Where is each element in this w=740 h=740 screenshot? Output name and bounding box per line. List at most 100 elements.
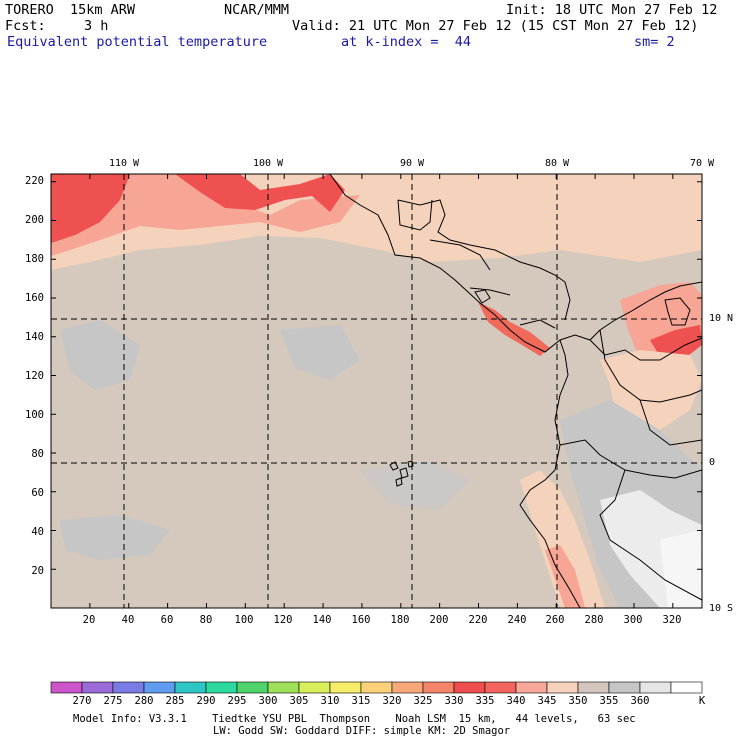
y-tick-140: 140 — [25, 331, 44, 343]
level-label: at k-index = 44 — [341, 34, 472, 50]
y-tick-120: 120 — [25, 370, 44, 382]
field-name: Equivalent potential temperature — [7, 34, 268, 50]
colorbar-level-label: 320 — [382, 695, 402, 707]
border-guatemala — [397, 199, 433, 231]
x-tick-200: 200 — [429, 614, 449, 626]
cool-patch-south-center — [360, 460, 470, 510]
coastlines — [329, 174, 702, 608]
colorbar-level-label: 300 — [258, 695, 278, 707]
colorbar-swatch — [546, 681, 579, 694]
colorbar-level-label: 275 — [103, 695, 123, 707]
model-info: Model Info: V3.3.1 Tiedtke YSU PBL Thomp… — [73, 713, 636, 725]
colorbar-level-label: 350 — [568, 695, 588, 707]
lon-label-70w: 70 W — [689, 158, 715, 169]
x-tick-120: 120 — [273, 614, 293, 626]
x-tick-140: 140 — [312, 614, 332, 626]
colorbar-swatch — [670, 681, 703, 694]
colorbar-level-label: 325 — [413, 695, 433, 707]
center-label: NCAR/MMM — [224, 2, 290, 18]
colorbar-level-label: 270 — [72, 695, 92, 707]
colorbar-level-label: 355 — [599, 695, 619, 707]
cool-patch-central — [280, 325, 360, 380]
colorbar-level-label: 310 — [320, 695, 340, 707]
border-nicaragua — [469, 287, 511, 296]
coolest-patch-southeast — [660, 530, 702, 608]
colorbar-swatch — [143, 681, 176, 694]
colorbar-swatch — [50, 681, 83, 694]
colorbar-swatch — [360, 681, 393, 694]
colorbar-level-label: 330 — [444, 695, 464, 707]
colorbar-level-label: 280 — [134, 695, 154, 707]
init-time: Init: 18 UTC Mon 27 Feb 12 — [506, 2, 718, 18]
colorbar-swatch — [422, 681, 455, 694]
colorbar-swatch — [484, 681, 517, 694]
colorbar-swatch — [329, 681, 362, 694]
colorbar-swatch — [515, 681, 548, 694]
colorbar-unit: K — [698, 695, 706, 707]
colorbar-level-label: 360 — [630, 695, 650, 707]
x-tick-280: 280 — [584, 614, 604, 626]
colorbar-swatch — [608, 681, 641, 694]
forecast-label: Fcst: — [5, 18, 46, 34]
colorbar-level-label: 345 — [537, 695, 557, 707]
coastline-south-america-pacific — [519, 339, 581, 608]
y-tick-160: 160 — [25, 292, 44, 304]
colorbar-swatch — [453, 681, 486, 694]
plot-frame — [50, 173, 703, 609]
x-tick-40: 40 — [121, 614, 135, 626]
smoothing-label: sm= 2 — [634, 34, 675, 50]
x-tick-80: 80 — [199, 614, 213, 626]
y-tick-200: 200 — [25, 214, 44, 226]
colorbar-level-label: 335 — [475, 695, 495, 707]
valid-time: Valid: 21 UTC Mon 27 Feb 12 (15 CST Mon … — [292, 18, 699, 34]
lat-label-0: 0 — [709, 457, 716, 468]
cool-patch-southwest — [60, 515, 170, 560]
coastline-mexico-central-america — [329, 174, 702, 353]
colorbar-level-label: 290 — [196, 695, 216, 707]
colorbar-swatch — [112, 681, 145, 694]
colorbar-level-label: 285 — [165, 695, 185, 707]
border-panama — [519, 319, 556, 329]
lat-label-10n: 10 N — [709, 313, 734, 324]
hot-region-northwest — [51, 174, 360, 256]
colorbar-level-label: 315 — [351, 695, 371, 707]
x-tick-60: 60 — [160, 614, 174, 626]
warm-region-peru-coast — [520, 470, 605, 608]
y-tick-20: 20 — [31, 565, 44, 577]
graticule — [51, 174, 702, 608]
colorbar-level-label: 295 — [227, 695, 247, 707]
lon-label-90w: 90 W — [399, 158, 425, 169]
island-lake-maracaibo — [664, 297, 691, 326]
coastline-yucatan — [397, 199, 571, 321]
lon-label-80w: 80 W — [544, 158, 570, 169]
x-tick-240: 240 — [507, 614, 527, 626]
lon-label-110w: 110 W — [108, 158, 140, 169]
x-tick-160: 160 — [351, 614, 371, 626]
forecast-hour: 3 h — [84, 18, 109, 34]
border-honduras — [429, 239, 491, 271]
colorbar-level-label: 305 — [289, 695, 309, 707]
x-tick-300: 300 — [623, 614, 643, 626]
x-tick-180: 180 — [390, 614, 410, 626]
x-tick-20: 20 — [82, 614, 96, 626]
theta-e-field — [51, 174, 702, 608]
x-tick-260: 260 — [545, 614, 565, 626]
y-tick-180: 180 — [25, 253, 44, 265]
colorbar — [50, 681, 703, 694]
border-venezuela-brazil — [639, 399, 702, 446]
x-tick-320: 320 — [662, 614, 682, 626]
hottest-region-northwest — [51, 174, 130, 243]
model-title: TORERO 15km ARW — [5, 2, 136, 18]
colorbar-swatch — [391, 681, 424, 694]
colorbar-swatch — [639, 681, 672, 694]
y-tick-60: 60 — [31, 487, 44, 499]
physics-info: LW: Godd SW: Goddard DIFF: simple KM: 2D… — [213, 725, 511, 737]
galapagos-islands — [389, 460, 414, 487]
coastline-caribbean-sa — [589, 337, 702, 361]
cool-patch-west — [60, 320, 140, 390]
colorbar-swatch — [81, 681, 114, 694]
y-tick-100: 100 — [25, 409, 44, 421]
lat-label-10s: 10 S — [709, 603, 734, 614]
y-tick-80: 80 — [31, 448, 44, 460]
